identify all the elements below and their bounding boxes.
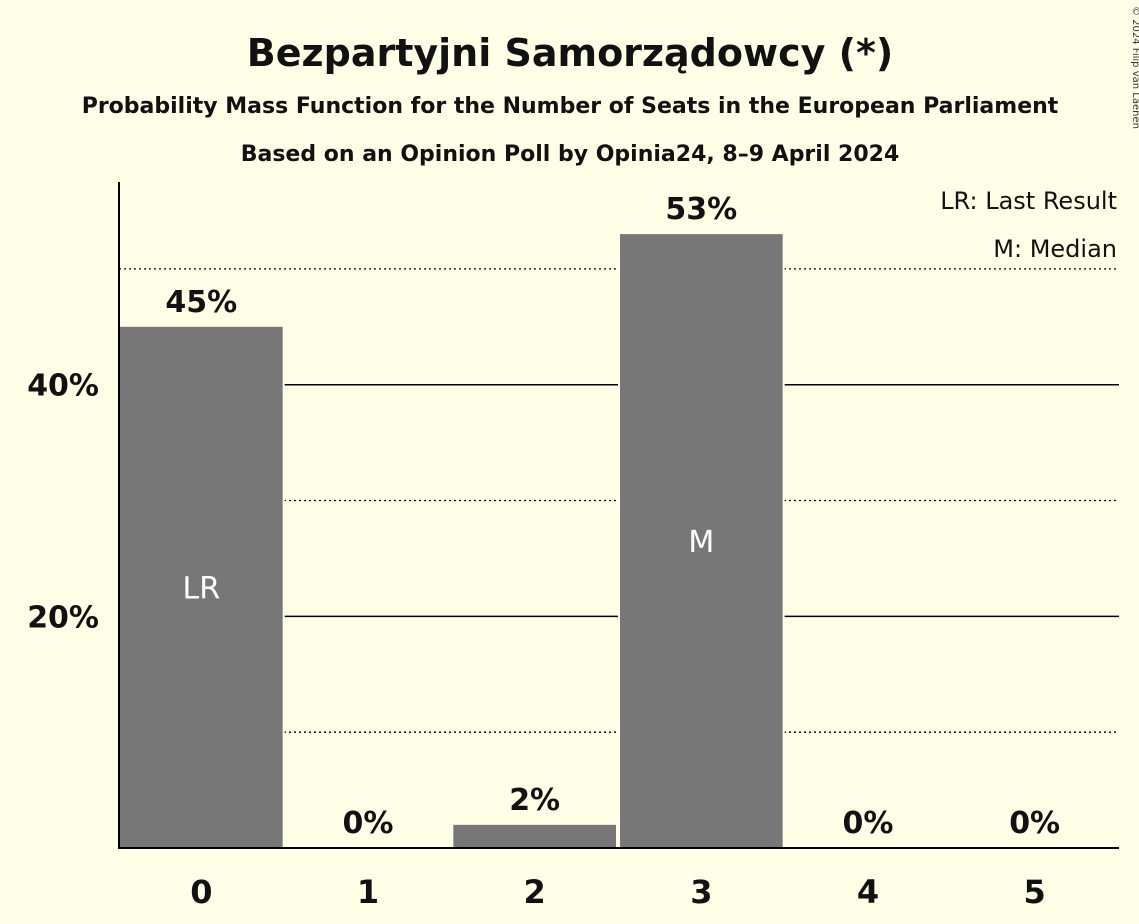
bar-value-label: 0% xyxy=(1009,806,1060,841)
bar-value-label: 0% xyxy=(843,806,894,841)
bar-inner-label: LR xyxy=(183,571,221,606)
chart-subtitle: Probability Mass Function for the Number… xyxy=(82,94,1059,119)
bars xyxy=(118,232,785,849)
chart-title: Bezpartyjni Samorządowcy (*) xyxy=(247,31,893,75)
x-tick-label: 0 xyxy=(190,873,212,911)
legend-median: M: Median xyxy=(993,235,1117,263)
bar-labels: 45% LR 0% 2% 53% M 0% 0% xyxy=(165,192,1060,841)
x-tick-labels: 0 1 2 3 4 5 xyxy=(190,873,1046,911)
copyright-text: © 2024 Filip van Laenen xyxy=(1130,6,1139,129)
legend-last-result: LR: Last Result xyxy=(940,187,1117,215)
x-tick-label: 5 xyxy=(1024,873,1046,911)
bar-value-label: 2% xyxy=(509,783,560,818)
x-tick-label: 4 xyxy=(857,873,879,911)
y-tick-label: 20% xyxy=(27,600,99,635)
y-tick-label: 40% xyxy=(27,369,99,404)
bar-seats-0 xyxy=(120,326,283,849)
x-tick-label: 2 xyxy=(524,873,546,911)
x-tick-label: 3 xyxy=(690,873,712,911)
bar-value-label: 53% xyxy=(665,192,737,227)
bar-seats-2 xyxy=(453,824,616,848)
bar-inner-label: M xyxy=(688,525,714,560)
bar-seats-3 xyxy=(620,234,783,849)
x-tick-label: 1 xyxy=(357,873,379,911)
bar-value-label: 0% xyxy=(343,806,394,841)
y-tick-labels: 20% 40% xyxy=(27,369,99,636)
bar-value-label: 45% xyxy=(165,285,237,320)
chart-subtitle-2: Based on an Opinion Poll by Opinia24, 8–… xyxy=(241,142,900,167)
